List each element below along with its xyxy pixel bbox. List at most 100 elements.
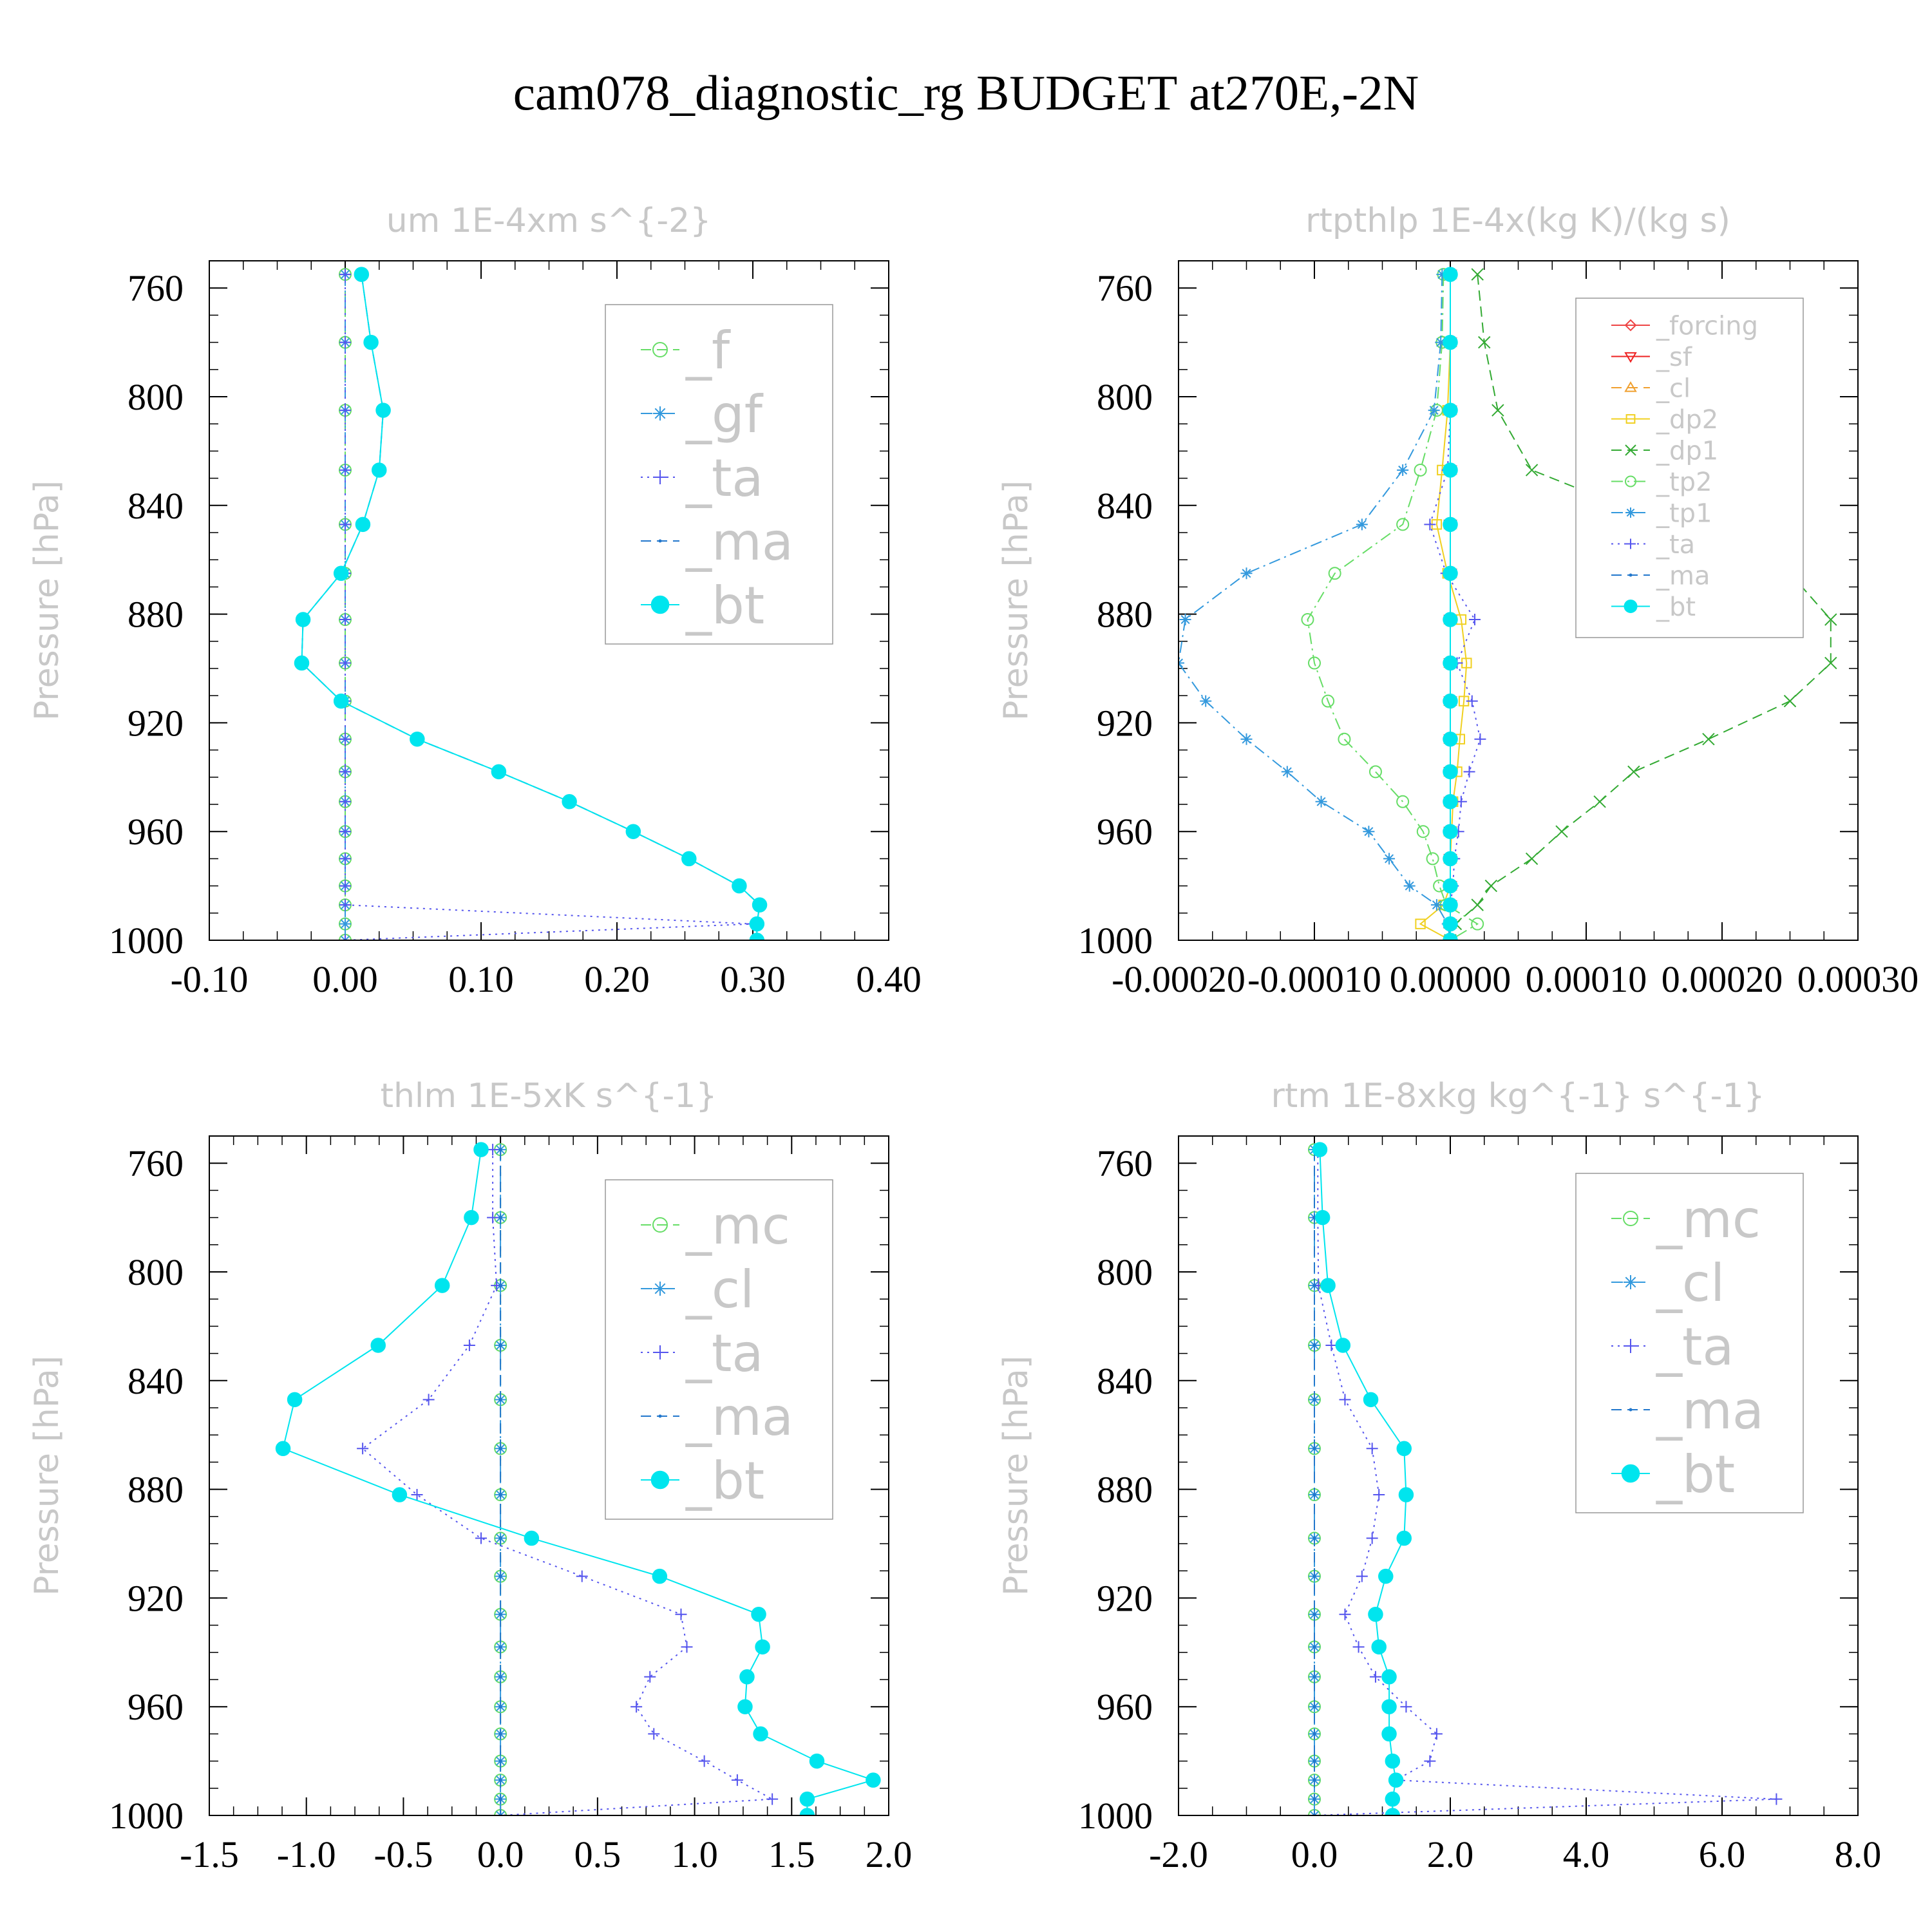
series-line-bt [282,1149,876,1815]
x-tick-label: 4.0 [1563,1833,1610,1875]
data-point-ta [1325,1339,1338,1351]
data-point-ta [1430,1728,1443,1740]
data-point-ma [498,1732,502,1736]
data-point-bt [524,1530,540,1546]
data-point-bt [410,731,425,747]
legend-marker-bt [1621,1464,1640,1483]
data-point-ma [498,1778,502,1782]
chart-panel-3: thlm 1E-5xK s^{-1} Pressure [hPa] 760 800 84… [28,1077,912,1875]
legend-label-dp2: _dp2 [1656,405,1718,435]
x-tick-label: 0.40 [856,958,922,1000]
legend-box [605,1179,833,1520]
data-point-tp1 [1363,826,1375,838]
data-point-ta [681,1641,693,1653]
data-point-ta [648,1728,660,1740]
data-point-ta [1468,614,1481,626]
data-point-ta [339,657,351,669]
y-tick-label: 920 [1097,702,1153,744]
x-tick-label: 0.00030 [1797,958,1919,1000]
data-point-tp1 [1403,880,1416,892]
data-point-bt [625,824,641,839]
data-point-bt [1443,764,1458,780]
y-tick-label: 960 [1097,811,1153,853]
data-point-dp1 [1555,825,1568,838]
data-point-tp2 [1338,732,1351,746]
legend-label-bt: _bt [685,576,764,636]
data-point-bt [809,1753,825,1769]
data-point-ta [1400,1701,1412,1713]
data-point-tp1 [1356,518,1368,531]
data-point-bt [1443,402,1458,418]
data-point-dp1 [1525,464,1539,477]
data-point-ma [498,1645,502,1649]
data-point-bt [333,565,349,582]
x-tick-label: -0.5 [374,1833,433,1875]
data-point-bt [1443,516,1458,533]
data-point-tp2 [1396,518,1410,531]
data-point-ta [487,1144,499,1156]
legend-marker-cl [1624,1275,1638,1289]
data-point-ma [498,1397,502,1401]
y-tick-label: 840 [1097,485,1153,527]
x-tick-label: 0.0 [1291,1833,1338,1875]
data-point-ma [498,1575,502,1578]
legend-marker-bt [650,595,670,614]
data-point-dp1 [1702,733,1715,746]
data-point-ta [1424,1755,1436,1767]
data-point-bt [1388,1772,1404,1788]
data-point-ta [339,269,351,281]
data-point-ta [411,1489,423,1501]
data-point-ma [1312,1537,1316,1540]
x-tick-label: 0.30 [720,958,786,1000]
data-point-ma [498,1446,502,1450]
data-point-ta [1424,518,1436,531]
data-point-bt [1443,878,1458,894]
x-tick-label: 0.0 [477,1833,524,1875]
data-point-bt [1314,1209,1331,1226]
y-tick-label: 800 [128,1251,184,1293]
data-point-bt [1443,267,1458,282]
data-point-bt [1368,1606,1383,1622]
data-point-bt [1443,334,1458,350]
y-tick-label: 840 [1097,1360,1153,1402]
data-point-bt [739,1669,755,1685]
legend-label-ta: _ta [1656,1317,1734,1377]
data-point-bt [1443,794,1458,810]
y-tick-label: 960 [128,811,184,853]
data-point-bt [1443,824,1458,839]
data-point-bt [1335,1338,1351,1353]
y-tick-label: 920 [128,702,184,744]
x-tick-label: -0.10 [171,958,249,1000]
data-point-dp1 [1824,613,1837,626]
data-point-tp1 [1240,567,1253,580]
legend-label-sf: _sf [1656,343,1692,372]
data-point-bt [749,916,765,932]
y-tick-label: 1000 [1078,1795,1153,1837]
series-line-ta [345,274,753,940]
data-point-ta [1366,1443,1378,1455]
data-point-bt [753,1726,768,1742]
legend-label-forcing: _forcing [1656,311,1758,341]
data-point-ta [1356,1570,1368,1582]
data-point-ma [1312,1446,1316,1450]
data-point-bt [1443,897,1458,913]
data-point-dp1 [1484,879,1498,893]
data-point-dp1 [1471,268,1484,281]
series-line-ta [1314,1150,1777,1815]
data-point-ta [675,1608,687,1620]
data-point-tp1 [1281,766,1293,778]
data-point-ta [487,1211,499,1224]
data-point-ma [498,1343,502,1347]
legend-marker-cl [653,1282,667,1296]
y-tick-label: 800 [1097,1251,1153,1293]
data-point-ma [1312,1732,1316,1736]
legend-marker-sf [1624,352,1637,363]
data-point-ta [1770,1793,1783,1805]
data-point-dp1 [1478,336,1491,349]
legend-marker-ta [653,1345,667,1359]
data-point-bt [1443,851,1458,867]
data-point-ta [1369,1671,1381,1683]
legend: _mc_cl_ta_ma_bt [1575,1173,1804,1513]
data-point-ma [498,1493,502,1497]
y-tick-label: 1000 [1078,920,1153,961]
